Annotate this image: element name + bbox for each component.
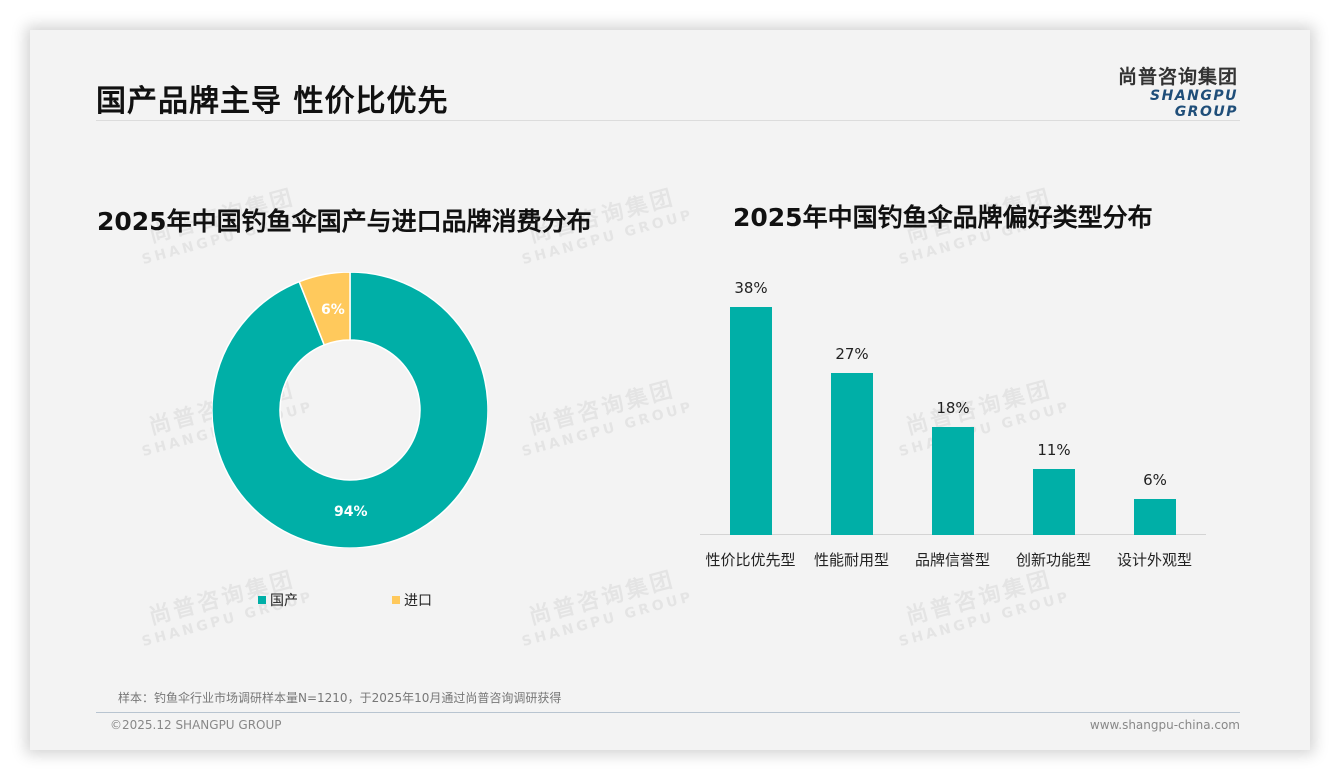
bar-group: 38%: [730, 279, 772, 535]
category-label: 性能耐用型: [813, 551, 889, 569]
slide: 尚普咨询集团 SHANGPU GROUP 尚普咨询集团 SHANGPU GROUP …: [30, 30, 1310, 750]
website-link[interactable]: www.shangpu-china.com: [1089, 718, 1240, 732]
category-label: 设计外观型: [1116, 551, 1192, 569]
category-label: 创新功能型: [1015, 551, 1091, 569]
legend-item-import: 进口: [392, 590, 432, 610]
bar-value-label: 18%: [936, 399, 970, 417]
page-title: 国产品牌主导 性价比优先: [96, 84, 449, 119]
legend-item-domestic: 国产: [258, 590, 298, 610]
bar: [1134, 499, 1176, 535]
donut-chart-title: 2025年中国钓鱼伞国产与进口品牌消费分布: [97, 207, 592, 236]
bar: [1033, 469, 1075, 535]
donut-label-domestic: 94%: [334, 504, 368, 520]
copyright: ©2025.12 SHANGPU GROUP: [110, 718, 282, 732]
bar-group: 18%: [932, 399, 974, 535]
category-label: 性价比优先型: [705, 551, 796, 569]
bar: [730, 307, 772, 535]
donut-chart: 94% 6%: [211, 271, 489, 549]
footer-divider: [96, 712, 1240, 713]
bar-value-label: 11%: [1037, 441, 1071, 459]
category-label: 品牌信誉型: [914, 551, 990, 569]
donut-slice-domestic: [211, 271, 489, 549]
donut-label-import: 6%: [321, 302, 345, 318]
legend-swatch-yellow: [392, 596, 400, 604]
donut-slice-import: [298, 271, 351, 346]
bar-chart: 38% 性价比优先型 27% 性能耐用型 18% 品牌信誉型 11% 创新功能型 6% 设计外观型: [700, 260, 1206, 580]
logo-english: SHANGPU GROUP: [1150, 88, 1238, 120]
bar-chart-title: 2025年中国钓鱼伞品牌偏好类型分布: [733, 203, 1153, 232]
bar-value-label: 38%: [734, 279, 768, 297]
bar-group: 6%: [1134, 471, 1176, 535]
bar: [932, 427, 974, 535]
legend-label: 进口: [404, 593, 432, 609]
company-logo: 尚普咨询集团 SHANGPU GROUP: [1088, 66, 1238, 120]
bar-value-label: 6%: [1143, 471, 1167, 489]
header-divider: [96, 120, 1240, 121]
bar-value-label: 27%: [835, 345, 869, 363]
source-note: 样本：钓鱼伞行业市场调研样本量N=1210，于2025年10月通过尚普咨询调研获…: [118, 691, 562, 705]
legend-swatch-teal: [258, 596, 266, 604]
bar: [831, 373, 873, 535]
logo-chinese: 尚普咨询集团: [1117, 66, 1238, 88]
legend-label: 国产: [270, 593, 298, 609]
bar-group: 11%: [1033, 441, 1075, 535]
donut-graphic: [211, 271, 489, 549]
bar-group: 27%: [831, 345, 873, 535]
